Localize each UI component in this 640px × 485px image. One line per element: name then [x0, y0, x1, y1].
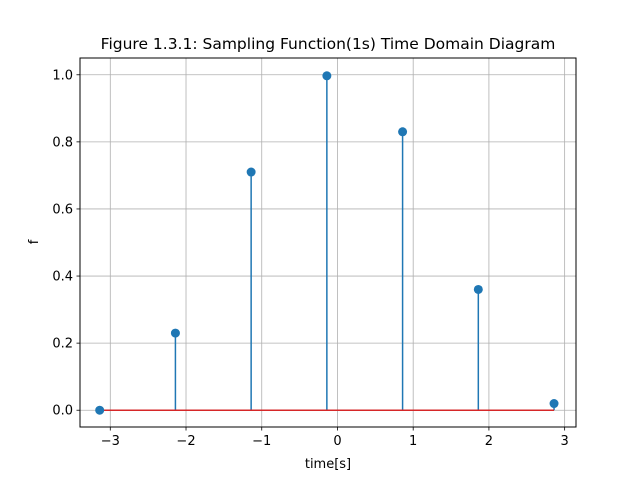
plot-frame [79, 57, 577, 428]
x-tick-label: −1 [252, 434, 271, 449]
stem-marker [549, 399, 559, 409]
stem-marker [170, 328, 180, 338]
x-tick-label: 2 [485, 434, 493, 449]
y-tick-label: 1.0 [52, 68, 73, 83]
grid-layer [80, 58, 576, 427]
y-tick-label: 0.0 [52, 404, 73, 419]
stem-marker [322, 71, 332, 81]
x-tick-label: −2 [176, 434, 195, 449]
y-tick-label: 0.8 [52, 135, 73, 150]
y-tick-label: 0.2 [52, 337, 73, 352]
tick-layer: −3 −2 −1 0 1 2 3 0.0 0.2 0.4 0.6 0.8 1.0 [52, 68, 568, 449]
stem-marker [95, 405, 105, 415]
x-tick-label: 1 [409, 434, 417, 449]
y-tick-label: 0.6 [52, 202, 73, 217]
x-axis-label: time[s] [305, 457, 351, 472]
stem-marker [473, 284, 483, 294]
x-tick-label: −3 [101, 434, 120, 449]
x-tick-label: 3 [561, 434, 569, 449]
y-axis-label: f [27, 239, 42, 244]
x-tick-label: 0 [333, 434, 341, 449]
stem-marker [246, 167, 256, 177]
stem-marker [398, 127, 408, 137]
chart-title: Figure 1.3.1: Sampling Function(1s) Time… [101, 35, 556, 53]
axes-layer [79, 57, 577, 428]
y-tick-label: 0.4 [52, 270, 73, 285]
data-layer [95, 71, 559, 415]
